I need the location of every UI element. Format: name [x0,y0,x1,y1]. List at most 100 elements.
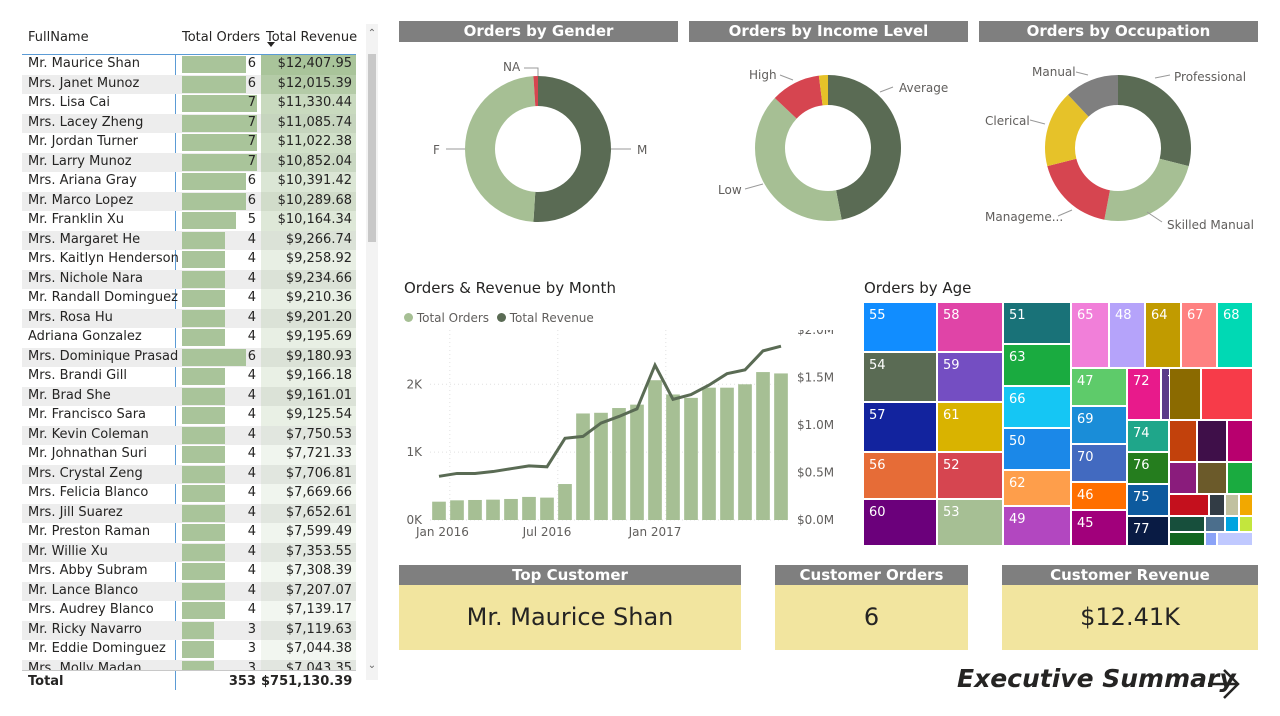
donut-slice-f[interactable] [464,76,536,222]
table-row[interactable]: Mr. Maurice Shan 6 $12,407.95 [22,55,356,75]
treemap-tile-small[interactable] [1169,516,1205,532]
donut-slice-clerical[interactable] [1045,94,1089,167]
table-row[interactable]: Mrs. Audrey Blanco 4 $7,139.17 [22,601,356,621]
orders-bar[interactable] [630,404,644,520]
column-header-total-revenue[interactable]: Total Revenue [266,30,358,45]
treemap-tile-age-68[interactable]: 68 [1217,302,1253,368]
table-row[interactable]: Mrs. Crystal Zeng 4 $7,706.81 [22,464,356,484]
treemap-tile-age-75[interactable]: 75 [1127,484,1169,516]
occupation-donut-chart[interactable] [979,44,1258,234]
treemap-tile-small[interactable] [1169,368,1201,420]
column-header-total-orders[interactable]: Total Orders [182,30,261,45]
donut-slice-na[interactable] [533,76,538,107]
treemap-tile-small[interactable] [1225,494,1239,516]
table-row[interactable]: Mr. Francisco Sara 4 $9,125.54 [22,406,356,426]
scroll-down-icon[interactable]: ⌄ [367,660,377,671]
orders-bar[interactable] [594,412,608,520]
donut-slice-manual[interactable] [1068,75,1118,117]
treemap-tile-age-65[interactable]: 65 [1071,302,1109,368]
table-row[interactable]: Mrs. Lacey Zheng 7 $11,085.74 [22,113,356,133]
donut-slice-average[interactable] [828,75,901,220]
donut-slice-low[interactable] [755,98,842,221]
table-row[interactable]: Mr. Lance Blanco 4 $7,207.07 [22,581,356,601]
treemap-tile-age-76[interactable]: 76 [1127,452,1169,484]
orders-bar[interactable] [540,497,554,520]
treemap-tile-small[interactable] [1209,494,1225,516]
orders-bar[interactable] [738,384,752,520]
treemap-tile-small[interactable] [1197,462,1227,494]
scroll-up-icon[interactable]: ⌃ [367,28,377,39]
treemap-tile-age-66[interactable]: 66 [1003,386,1071,428]
treemap-tile-small[interactable] [1169,532,1205,546]
gender-donut-chart[interactable] [399,44,678,234]
orders-bar[interactable] [684,397,698,520]
orders-bar[interactable] [702,387,716,520]
revenue-line[interactable] [438,344,782,478]
treemap-tile-small[interactable] [1169,420,1197,462]
table-row[interactable]: Mrs. Kaitlyn Henderson 4 $9,258.92 [22,250,356,270]
donut-slice-very-high[interactable] [818,75,828,106]
table-row[interactable]: Mrs. Dominique Prasad 6 $9,180.93 [22,347,356,367]
orders-bar[interactable] [522,496,536,520]
treemap-tile-age-74[interactable]: 74 [1127,420,1169,452]
treemap-tile-age-77[interactable]: 77 [1127,516,1169,546]
table-row[interactable]: Mrs. Abby Subram 4 $7,308.39 [22,562,356,582]
treemap-tile-small[interactable] [1239,516,1253,532]
scroll-thumb[interactable] [368,54,376,242]
treemap-tile-small[interactable] [1205,532,1217,546]
table-row[interactable]: Mr. Marco Lopez 6 $10,289.68 [22,191,356,211]
treemap-tile-age-50[interactable]: 50 [1003,428,1071,470]
treemap-tile-age-47[interactable]: 47 [1071,368,1127,406]
table-row[interactable]: Mrs. Janet Munoz 6 $12,015.39 [22,74,356,94]
table-row[interactable]: Mr. Larry Munoz 7 $10,852.04 [22,152,356,172]
table-row[interactable]: Mrs. Rosa Hu 4 $9,201.20 [22,308,356,328]
treemap-tile-age-52[interactable]: 52 [937,452,1003,499]
orders-bar[interactable] [756,372,770,520]
treemap-tile-small[interactable] [1197,420,1227,462]
table-row[interactable]: Mr. Willie Xu 4 $7,353.55 [22,542,356,562]
orders-bar[interactable] [576,413,590,520]
column-header-fullname[interactable]: FullName [28,30,89,45]
treemap-tile-age-64[interactable]: 64 [1145,302,1181,368]
table-row[interactable]: Mrs. Molly Madan 3 $7,043.35 [22,659,356,671]
treemap-tile-age-61[interactable]: 61 [937,402,1003,452]
treemap-tile-age-46[interactable]: 46 [1071,482,1127,510]
orders-bar[interactable] [612,408,626,520]
table-row[interactable]: Mrs. Jill Suarez 4 $7,652.61 [22,503,356,523]
treemap-tile-age-72[interactable]: 72 [1127,368,1161,420]
table-row[interactable]: Mr. Johnathan Suri 4 $7,721.33 [22,445,356,465]
table-row[interactable]: Mr. Jordan Turner 7 $11,022.38 [22,133,356,153]
table-row[interactable]: Mrs. Margaret He 4 $9,266.74 [22,230,356,250]
orders-bar[interactable] [774,373,788,520]
orders-bar[interactable] [468,499,482,520]
treemap-tile-small[interactable] [1205,516,1225,532]
treemap-tile-small[interactable] [1227,420,1253,462]
table-row[interactable]: Mrs. Ariana Gray 6 $10,391.42 [22,172,356,192]
donut-slice-manageme-[interactable] [1047,158,1110,220]
orders-bar[interactable] [666,394,680,520]
executive-summary-link[interactable]: Executive Summary [957,664,1236,693]
table-row[interactable]: Mr. Kevin Coleman 4 $7,750.53 [22,425,356,445]
table-row[interactable]: Mr. Randall Dominguez 4 $9,210.36 [22,289,356,309]
table-row[interactable]: Mr. Franklin Xu 5 $10,164.34 [22,211,356,231]
donut-slice-m[interactable] [533,76,611,222]
treemap-tile-age-49[interactable]: 49 [1003,506,1071,546]
treemap-tile-age-54[interactable]: 54 [863,352,937,402]
treemap-tile-age-51[interactable]: 51 [1003,302,1071,344]
table-row[interactable]: Mr. Eddie Dominguez 3 $7,044.38 [22,640,356,660]
treemap-tile-small[interactable] [1201,368,1253,420]
orders-bar[interactable] [648,380,662,520]
table-row[interactable]: Mrs. Felicia Blanco 4 $7,669.66 [22,484,356,504]
donut-slice-high[interactable] [774,75,823,119]
orders-revenue-month-chart[interactable]: 0K 1K 2K $0.0M $0.5M $1.0M $1.5M $2.0M Jan 2016 J… [400,330,840,545]
treemap-tile-age-55[interactable]: 55 [863,302,937,352]
orders-bar[interactable] [504,498,518,520]
table-row[interactable]: Mrs. Lisa Cai 7 $11,330.44 [22,94,356,114]
table-row[interactable]: Mr. Brad She 4 $9,161.01 [22,386,356,406]
treemap-tile-age-53[interactable]: 53 [937,499,1003,546]
arrow-right-icon[interactable] [1204,666,1244,702]
customer-table[interactable]: FullName Total Orders Total Revenue Mr. … [22,24,378,694]
treemap-tile-small[interactable] [1225,516,1239,532]
treemap-tile-age-56[interactable]: 56 [863,452,937,499]
treemap-tile-age-57[interactable]: 57 [863,402,937,452]
